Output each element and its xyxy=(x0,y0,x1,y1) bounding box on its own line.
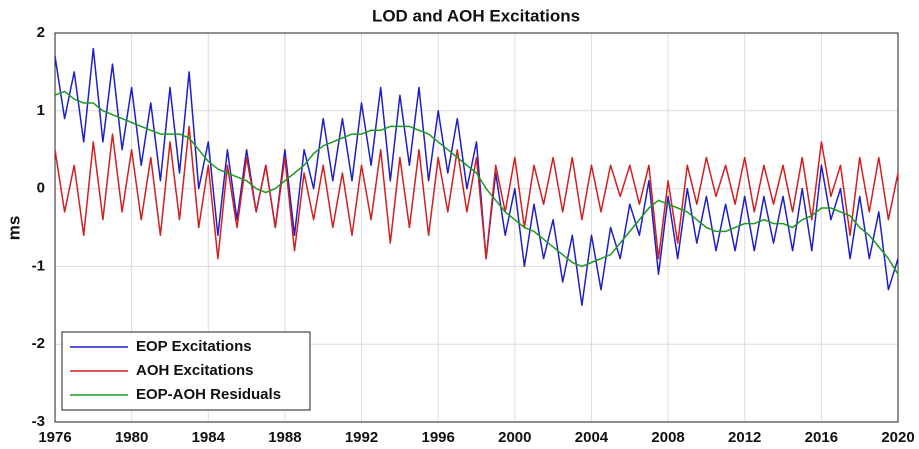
legend-label: EOP-AOH Residuals xyxy=(136,386,281,403)
x-tick-label: 2004 xyxy=(575,429,609,446)
x-tick-label: 1976 xyxy=(38,429,71,446)
x-tick-label: 1988 xyxy=(268,429,301,446)
series-line xyxy=(54,90,899,275)
chart-title: LOD and AOH Excitations xyxy=(372,6,580,25)
y-tick-label: 1 xyxy=(37,102,45,119)
plot-frame xyxy=(54,32,899,423)
x-tick-label: 2012 xyxy=(728,429,761,446)
legend: EOP Excitations AOH Excitations EOP-AOH Re… xyxy=(61,331,311,411)
y-tick-label: -3 xyxy=(32,413,45,430)
y-axis-label: ms xyxy=(4,216,23,241)
legend-label: EOP Excitations xyxy=(136,338,252,355)
x-tick-label: 2020 xyxy=(881,429,914,446)
series-line xyxy=(54,47,899,307)
y-tick-label: -1 xyxy=(32,257,45,274)
series-line xyxy=(54,125,899,260)
x-tick-label: 1984 xyxy=(192,429,226,446)
x-tick-label: 2008 xyxy=(651,429,684,446)
x-tick-label: 2016 xyxy=(805,429,838,446)
x-tick-label: 1980 xyxy=(115,429,148,446)
legend-label: AOH Excitations xyxy=(136,362,254,379)
y-tick-label: 0 xyxy=(37,180,45,197)
y-tick-label: -2 xyxy=(32,335,45,352)
x-tick-label: 1996 xyxy=(421,429,454,446)
x-tick-label: 1992 xyxy=(345,429,378,446)
y-tick-label: 2 xyxy=(37,24,45,41)
x-tick-label: 2000 xyxy=(498,429,531,446)
